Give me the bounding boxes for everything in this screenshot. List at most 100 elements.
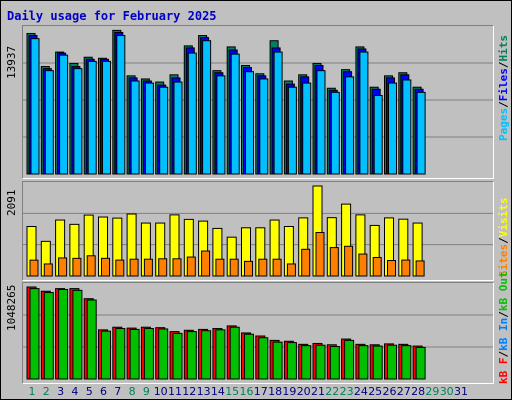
kbout-bar (29, 288, 40, 380)
pages-bar (187, 52, 197, 175)
pages-bar (259, 78, 269, 175)
pages-bar (287, 86, 297, 175)
kbout-bar (215, 329, 226, 380)
kbout-bar (315, 344, 326, 380)
kbout-bar (186, 331, 197, 380)
pages-bar (159, 86, 169, 175)
kbout-bar (387, 344, 397, 380)
day-label: 10 (154, 385, 168, 398)
kbout-bar (129, 328, 140, 380)
kbout-bar (415, 346, 426, 380)
pages-bar (59, 54, 69, 175)
pages-bar (173, 81, 183, 175)
day-label: 17 (254, 385, 268, 398)
day-label: 19 (282, 385, 296, 398)
sites-bar (215, 258, 225, 277)
pages-bar (102, 60, 111, 175)
day-label: 22 (325, 385, 339, 398)
day-label: 25 (368, 385, 382, 398)
pages-bar (116, 35, 126, 175)
hits-legend: Pages/Files/Hits (497, 35, 510, 141)
sites-bar (172, 258, 182, 277)
kbout-bar (344, 339, 355, 380)
day-axis: 1 2 3 4 5 6 7 8 9 10 11 12 13 14 15 16 17 18 19 20 21 22 23 24 2… (29, 385, 469, 398)
kbout-bar (172, 332, 183, 380)
pages-bar (144, 82, 154, 175)
day-label: 14 (211, 385, 225, 398)
visits-ymax-label: 2091 (5, 189, 18, 217)
day-label: 5 (86, 385, 93, 398)
legend-hits: Hits (497, 35, 510, 62)
sites-bar (229, 258, 239, 277)
kbout-bar (201, 330, 212, 380)
legend-kbout: kB Out (497, 271, 510, 312)
pages-bar (73, 68, 83, 175)
kbout-bar (72, 289, 83, 380)
pages-bar (402, 79, 412, 175)
pages-bar (245, 71, 254, 175)
day-label: 4 (71, 385, 78, 398)
day-label: 6 (100, 385, 107, 398)
day-label: 26 (383, 385, 397, 398)
legend-files: Files (497, 68, 510, 102)
pages-bar (216, 75, 226, 175)
kbout-bar (272, 341, 283, 380)
kb-ymax-label: 1048265 (5, 284, 18, 331)
kb-chart (23, 286, 493, 380)
kbout-bar (244, 333, 254, 380)
kbout-bar (372, 345, 383, 380)
day-label: 27 (397, 385, 411, 398)
kbout-bar (115, 328, 126, 380)
sites-bar (286, 263, 296, 277)
sites-bar (244, 260, 253, 277)
sites-bar (158, 258, 168, 277)
day-label: 28 (411, 385, 425, 398)
visits-legend: Sites/Visits (497, 198, 510, 278)
kb-panel (22, 282, 494, 384)
hits-files-pages-panel (22, 25, 494, 179)
day-label: 30 (440, 385, 454, 398)
day-label: 24 (354, 385, 368, 398)
visits-sites-chart (23, 185, 493, 277)
legend-separator: / (497, 350, 510, 358)
pages-bar (130, 80, 140, 175)
pages-bar (388, 82, 397, 175)
sites-bar (72, 257, 82, 277)
legend-visits: Visits (497, 197, 510, 238)
hits-ymax-label: 13937 (5, 45, 18, 79)
hits-files-pages-chart (23, 29, 493, 175)
sites-bar (29, 259, 39, 277)
sites-bar (186, 256, 196, 277)
legend-kbin: kB In (497, 317, 510, 351)
sites-bar (258, 258, 268, 277)
sites-bar (415, 260, 425, 277)
pages-bar (202, 40, 212, 175)
day-label: 15 (225, 385, 239, 398)
legend-separator: / (497, 311, 510, 318)
day-label: 3 (57, 385, 64, 398)
pages-bar (273, 51, 283, 175)
day-label: 20 (297, 385, 311, 398)
day-label: 31 (454, 385, 468, 398)
pages-bar (30, 38, 40, 175)
chart-title: Daily usage for February 2025 (7, 9, 217, 23)
kbout-bar (43, 292, 54, 380)
sites-bar (344, 245, 354, 277)
kb-legend: kB F/kB In/kB Out (497, 271, 510, 384)
pages-bar (44, 70, 54, 175)
kbout-bar (258, 337, 269, 380)
pages-bar (373, 94, 383, 175)
kbout-bar (301, 345, 312, 380)
sites-bar (358, 253, 368, 277)
kbout-bar (358, 345, 369, 380)
pages-bar (416, 91, 426, 175)
kbout-bar (286, 342, 297, 380)
day-label: 9 (143, 385, 150, 398)
legend-separator: / (497, 101, 510, 108)
legend-separator: / (497, 237, 510, 244)
kbout-bar (101, 330, 111, 380)
sites-bar (315, 232, 325, 277)
sites-bar (58, 257, 68, 277)
sites-bar (43, 263, 53, 277)
